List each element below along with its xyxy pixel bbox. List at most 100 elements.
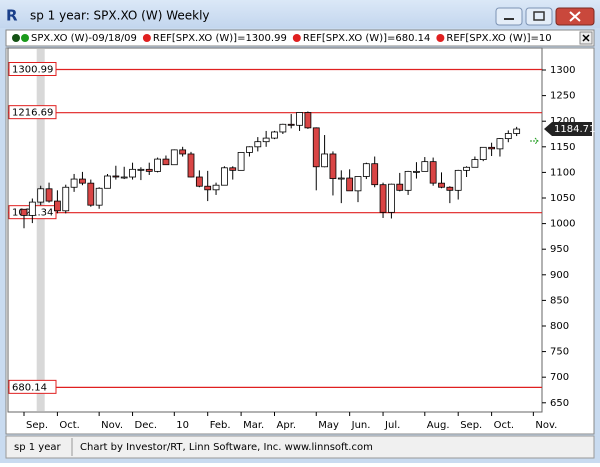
cursor-band bbox=[36, 49, 45, 411]
legend-dot bbox=[21, 34, 29, 42]
candle-body bbox=[446, 186, 454, 191]
candle-body bbox=[362, 163, 370, 177]
credit-text: Chart by Investor/RT, Linn Software, Inc… bbox=[80, 442, 373, 453]
y-tick-label: 1050 bbox=[550, 193, 575, 204]
close-icon bbox=[569, 11, 581, 22]
x-tick-label: Dec. bbox=[135, 420, 158, 431]
last-price-arrow bbox=[544, 122, 592, 137]
app-icon: R bbox=[6, 7, 18, 25]
candle-body bbox=[79, 178, 86, 184]
y-tick-label: 950 bbox=[550, 244, 569, 255]
candle-body bbox=[170, 149, 178, 166]
legend-entry: REF[SPX.XO (W)]=680.14 bbox=[303, 33, 431, 44]
candle-body bbox=[438, 182, 445, 188]
candle-body bbox=[162, 158, 170, 166]
x-tick-label: Sep. bbox=[460, 420, 482, 431]
candle-body bbox=[488, 146, 496, 150]
legend-entry: REF[SPX.XO (W)]=10 bbox=[446, 33, 551, 44]
ref-label: 1300.99 bbox=[12, 65, 53, 76]
candle-body bbox=[396, 183, 404, 191]
candle-body bbox=[371, 163, 379, 186]
x-tick-label: Sep. bbox=[26, 420, 48, 431]
candle-body bbox=[279, 123, 287, 133]
minimize-button[interactable] bbox=[495, 7, 523, 26]
y-tick-label: 1200 bbox=[550, 116, 575, 127]
candle-body bbox=[513, 128, 521, 134]
candle-body bbox=[321, 153, 329, 168]
candle-body bbox=[287, 123, 295, 126]
candle-body bbox=[379, 184, 387, 213]
candle-body bbox=[254, 141, 262, 148]
candle-body bbox=[237, 152, 245, 171]
candle-body bbox=[95, 187, 103, 206]
candle-body bbox=[229, 167, 237, 171]
candle-body bbox=[137, 168, 145, 171]
plot-area bbox=[7, 47, 543, 413]
legend-dot bbox=[292, 34, 301, 42]
candle-body bbox=[454, 169, 462, 191]
candle-body bbox=[504, 133, 512, 140]
status-bar bbox=[5, 435, 595, 459]
x-tick-label: Nov. bbox=[535, 420, 557, 431]
legend-entry: REF[SPX.XO (W)]=1300.99 bbox=[153, 33, 287, 44]
x-tick-label: 10 bbox=[176, 420, 189, 431]
legend-dot bbox=[436, 34, 445, 42]
candle-body bbox=[104, 175, 111, 189]
candle-body bbox=[312, 127, 320, 168]
last-price-label: 1184.71 bbox=[554, 124, 595, 135]
y-tick-label: 800 bbox=[550, 321, 569, 332]
x-tick-label: Jun. bbox=[351, 420, 371, 431]
maximize-button[interactable] bbox=[525, 7, 553, 26]
y-tick-label: 850 bbox=[550, 295, 569, 306]
candle-body bbox=[212, 184, 220, 191]
y-tick-label: 1000 bbox=[550, 219, 575, 230]
legend-close-icon bbox=[582, 34, 590, 42]
candle-body bbox=[70, 178, 78, 188]
candle-body bbox=[195, 176, 203, 187]
x-tick-label: Oct. bbox=[494, 420, 514, 431]
y-tick-label: 750 bbox=[550, 347, 569, 358]
candle-body bbox=[404, 170, 412, 191]
candle-body bbox=[204, 185, 212, 191]
x-tick-label: May bbox=[318, 420, 339, 431]
candle-body bbox=[28, 201, 36, 216]
candle-body bbox=[471, 159, 479, 168]
candle-body bbox=[220, 167, 228, 186]
candle-body bbox=[354, 176, 362, 192]
candle-body bbox=[62, 186, 70, 212]
candle-body bbox=[463, 166, 470, 171]
candle-body bbox=[154, 158, 162, 172]
ref-label: 1216.69 bbox=[12, 108, 53, 119]
candle-body bbox=[54, 200, 61, 212]
x-tick-label: Apr. bbox=[277, 420, 297, 431]
y-tick-label: 1300 bbox=[550, 65, 575, 76]
x-tick-label: Oct. bbox=[59, 420, 79, 431]
candle-body bbox=[387, 183, 395, 213]
candle-body bbox=[37, 188, 45, 203]
y-tick-label: 700 bbox=[550, 372, 569, 383]
x-tick-label: Mar. bbox=[243, 420, 264, 431]
ref-label: 680.14 bbox=[12, 382, 47, 393]
candle-body bbox=[496, 138, 504, 150]
candle-body bbox=[246, 146, 253, 153]
y-tick-label: 1250 bbox=[550, 91, 575, 102]
candle-body bbox=[304, 112, 312, 129]
candle-body bbox=[413, 170, 420, 173]
candle-body bbox=[262, 137, 270, 143]
candle-body bbox=[179, 149, 187, 155]
x-tick-label: Feb. bbox=[210, 420, 231, 431]
candle-body bbox=[329, 153, 337, 179]
candle-body bbox=[120, 176, 128, 179]
projection-arrow bbox=[530, 137, 539, 145]
candle-body bbox=[145, 168, 153, 172]
candle-body bbox=[429, 161, 437, 184]
candle-body bbox=[112, 175, 120, 178]
legend-entry: SPX.XO (W)-09/18/09 bbox=[31, 33, 137, 44]
y-tick-label: 1100 bbox=[550, 167, 575, 178]
candle-body bbox=[479, 146, 487, 161]
candle-body bbox=[421, 161, 429, 172]
window-title: sp 1 year: SPX.XO (W) Weekly bbox=[30, 9, 210, 23]
y-tick-label: 900 bbox=[550, 270, 569, 281]
